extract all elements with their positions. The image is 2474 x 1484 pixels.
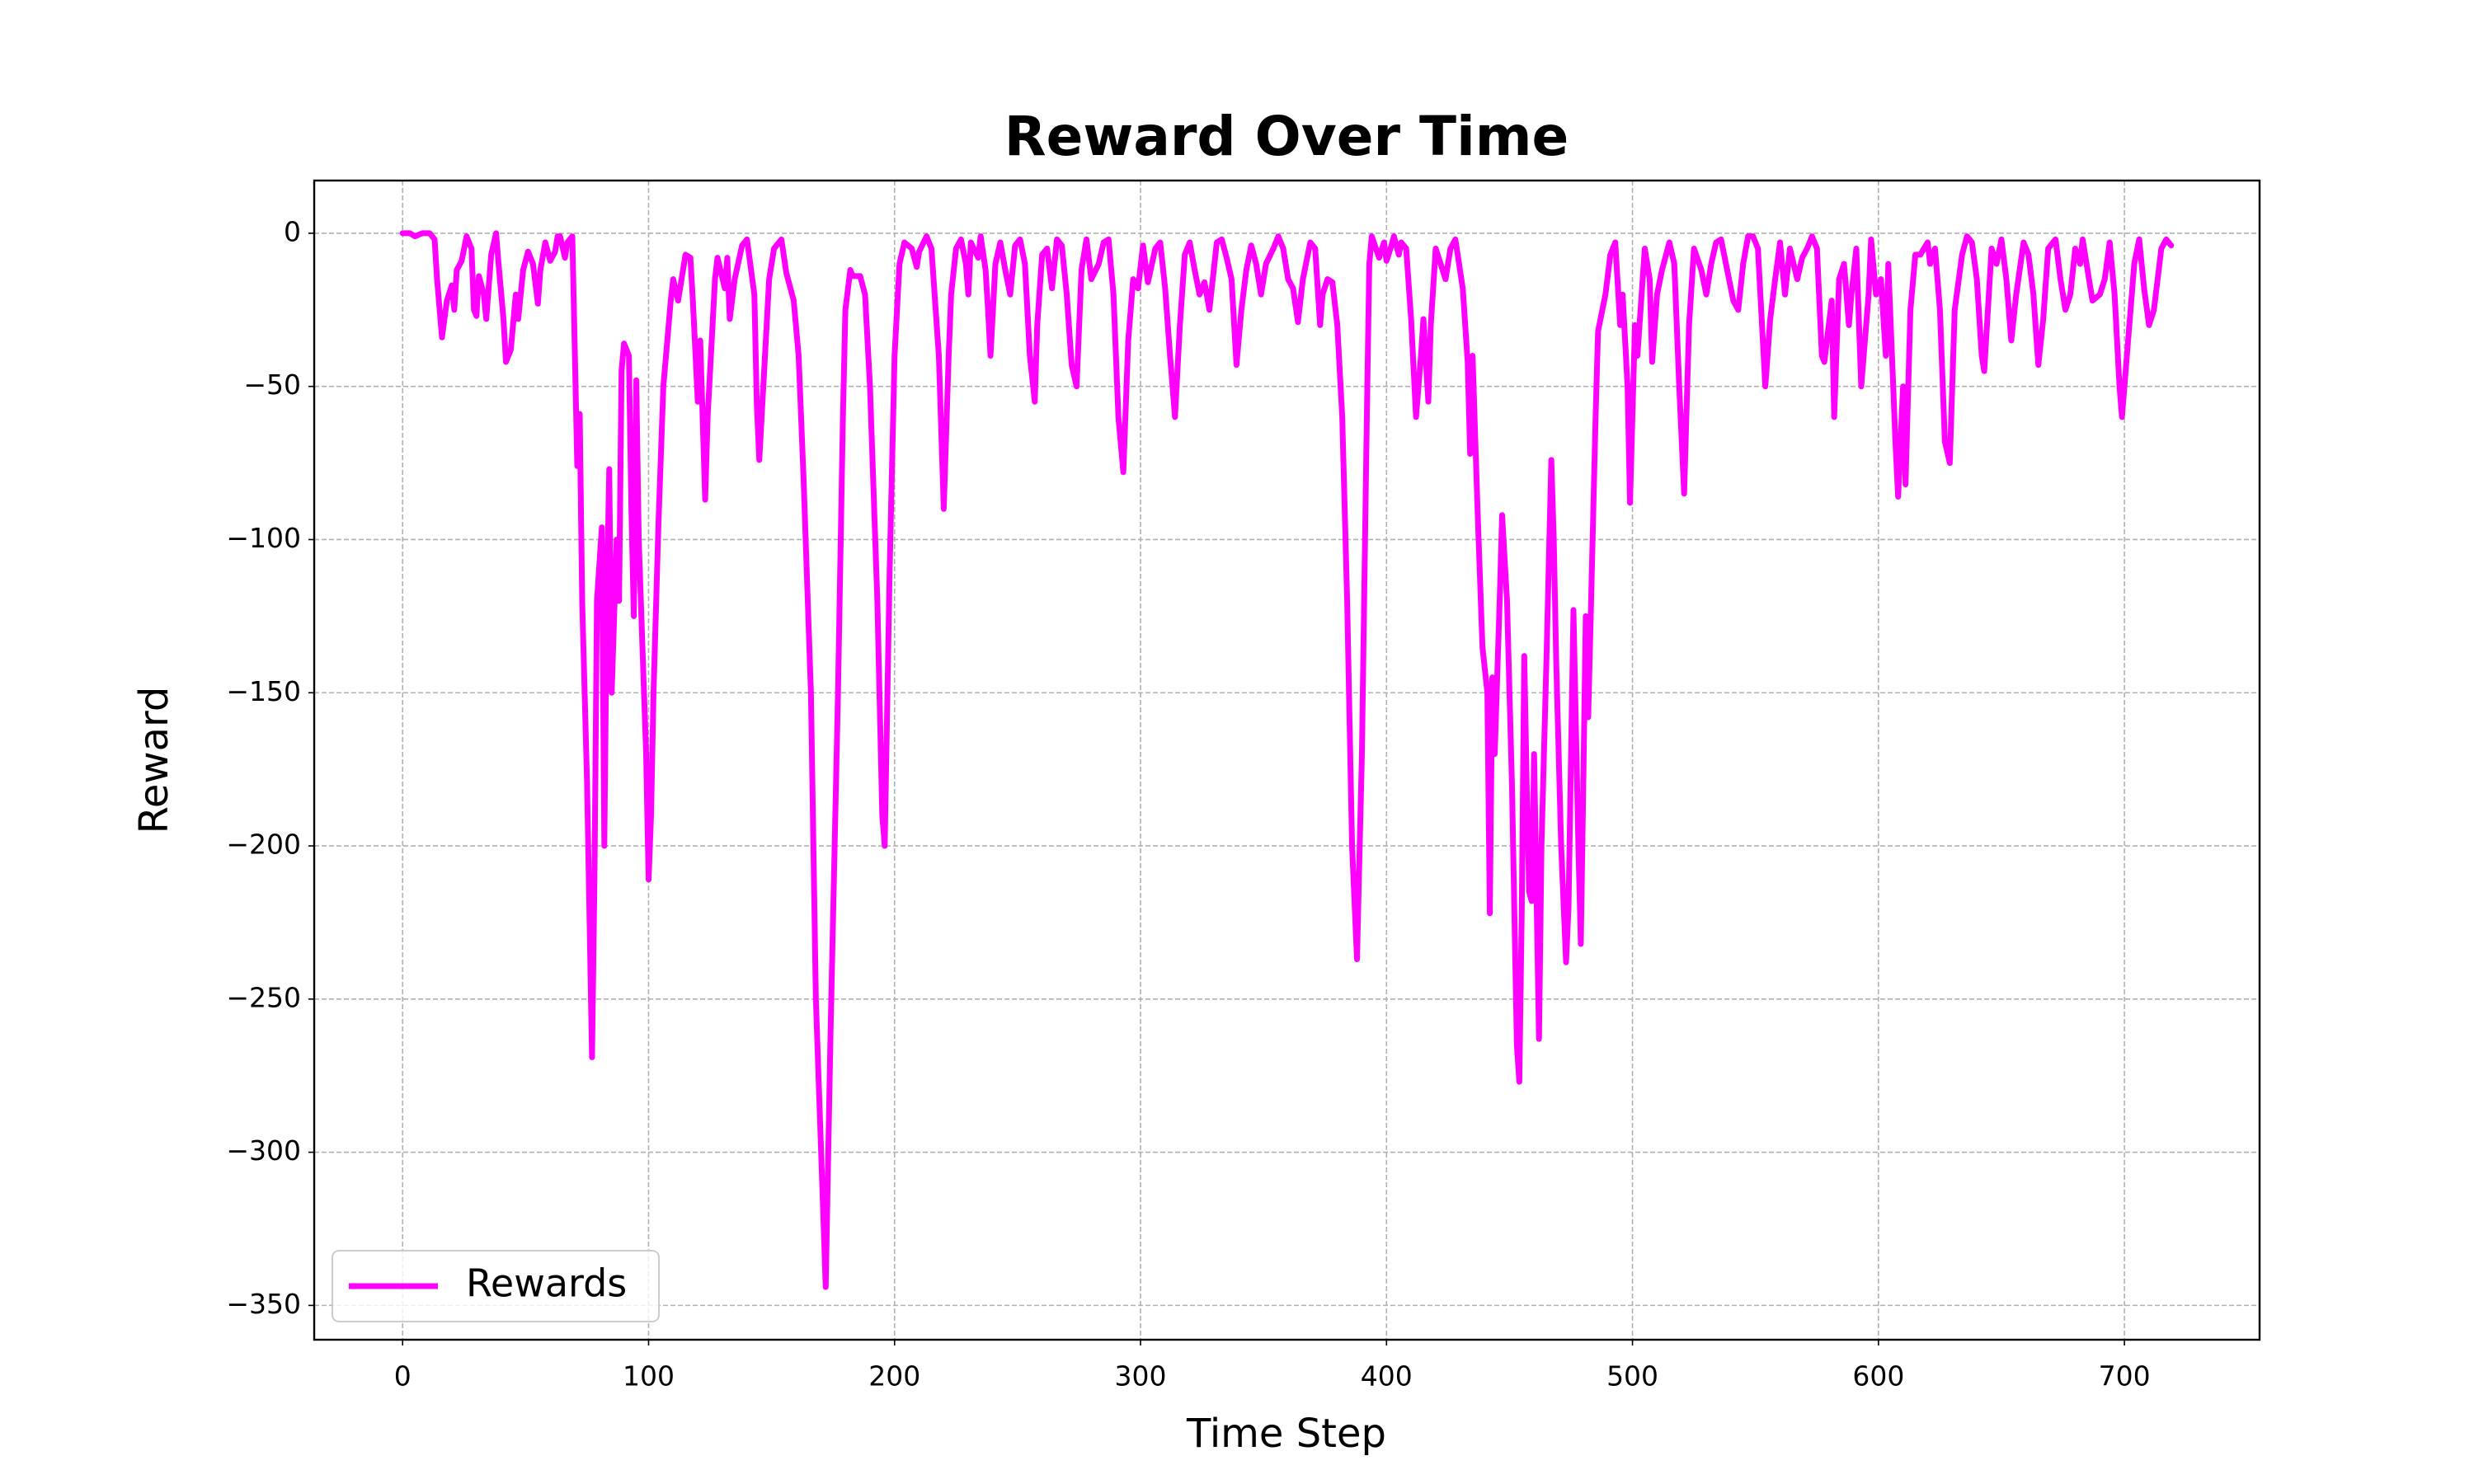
x-tick-label: 500 <box>1606 1360 1658 1392</box>
x-tick-label: 200 <box>868 1360 920 1392</box>
y-tick-label: −300 <box>226 1134 301 1167</box>
x-tick-label: 700 <box>2099 1360 2151 1392</box>
x-tick-label: 0 <box>394 1360 412 1392</box>
x-axis-label: Time Step <box>1186 1411 1386 1457</box>
data-line <box>399 230 2175 1290</box>
y-tick-label: 0 <box>284 215 301 247</box>
y-tick-label: −200 <box>226 829 301 861</box>
legend: Rewards <box>332 1250 660 1322</box>
legend-box <box>332 1250 660 1322</box>
y-tick-label: −100 <box>226 522 301 554</box>
y-tick-label: −150 <box>226 675 301 707</box>
x-tick-label: 600 <box>1852 1360 1904 1392</box>
x-tick-label: 400 <box>1361 1360 1413 1392</box>
plot-frame <box>313 179 2261 1341</box>
y-tick-label: −350 <box>226 1288 301 1320</box>
y-tick-label: −50 <box>243 369 301 401</box>
chart-title: Reward Over Time <box>1004 105 1569 168</box>
legend-label: Rewards <box>466 1261 627 1306</box>
y-axis-label: Reward <box>131 687 177 834</box>
x-tick-label: 100 <box>623 1360 675 1392</box>
x-tick-label: 300 <box>1115 1360 1167 1392</box>
y-tick-label: −250 <box>226 981 301 1013</box>
